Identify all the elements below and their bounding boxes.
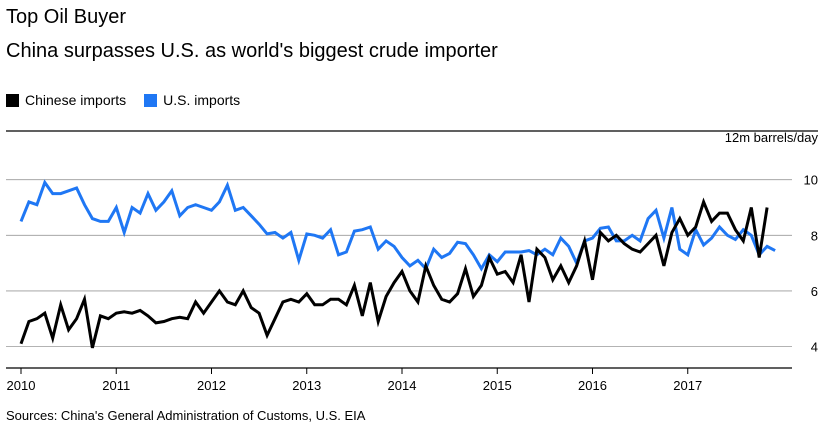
y-tick-label: 10 [804,173,818,188]
legend-item-chinese-imports: Chinese imports [6,92,126,108]
legend-label-us-imports: U.S. imports [163,92,241,108]
y-tick-label: 6 [811,284,818,299]
x-tick-label: 2017 [673,378,702,393]
y-tick-label: 4 [811,340,818,355]
x-tick-label: 2013 [292,378,321,393]
chart-legend: Chinese imports U.S. imports [6,91,258,109]
x-tick-label: 2010 [7,378,36,393]
source-note: Sources: China's General Administration … [6,408,366,423]
series-lines [19,179,776,349]
gridlines [6,130,818,347]
x-tick-label: 2011 [102,378,130,393]
x-axis: 2010 2011 2012 2013 2014 2015 2016 2017 [6,367,792,393]
x-tick-label: 2015 [483,378,512,393]
legend-swatch-us-imports [144,93,158,107]
chart-subtitle: China surpasses U.S. as world's biggest … [6,40,498,62]
chart-title: Top Oil Buyer [6,6,127,28]
x-tick-label: 2012 [197,378,226,393]
x-tick-label: 2014 [388,378,417,393]
y-axis-ticks: 4 6 8 10 [804,173,818,355]
x-tick-label: 2016 [578,378,607,393]
legend-item-us-imports: U.S. imports [144,92,240,108]
series-line-chinese-imports [19,197,769,349]
unit-label: 12m barrels/day [725,130,819,145]
series-line-us-imports [19,179,776,272]
y-tick-label: 8 [811,228,818,243]
legend-swatch-chinese-imports [6,93,19,107]
legend-label-chinese-imports: Chinese imports [25,92,127,108]
